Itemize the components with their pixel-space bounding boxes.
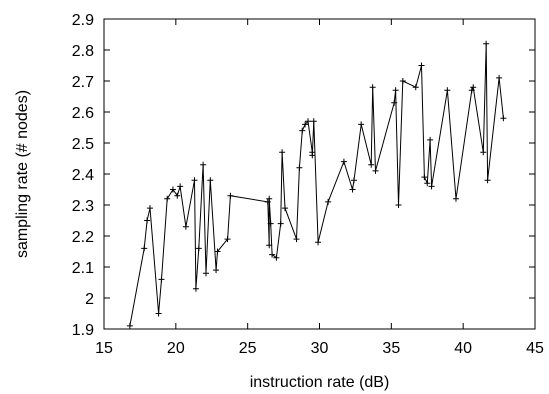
data-point-51: [412, 84, 419, 91]
data-point-59: [468, 87, 475, 94]
data-point-45: [369, 84, 376, 91]
data-point-0: [126, 322, 133, 329]
y-tick-label-6: 2.5: [72, 136, 94, 153]
data-point-17: [213, 267, 220, 274]
data-point-64: [496, 74, 503, 81]
data-point-3: [146, 205, 153, 212]
data-point-37: [310, 118, 317, 125]
data-point-23: [266, 195, 273, 202]
plot-frame: [103, 18, 536, 330]
y-tick-label-7: 2.6: [72, 105, 94, 122]
data-point-30: [293, 236, 300, 243]
markers: [126, 40, 507, 329]
data-point-16: [207, 177, 214, 184]
data-point-13: [195, 245, 202, 252]
data-point-41: [349, 186, 356, 193]
y-tick-label-1: 2: [85, 291, 94, 308]
data-point-44: [368, 161, 375, 168]
y-tick-label-9: 2.8: [72, 43, 94, 60]
data-point-19: [224, 236, 231, 243]
series-group: [126, 40, 507, 329]
data-point-11: [191, 177, 198, 184]
data-point-39: [325, 198, 332, 205]
y-tick-label-4: 2.3: [72, 198, 94, 215]
data-point-33: [302, 121, 309, 128]
y-tick-label-8: 2.7: [72, 74, 94, 91]
data-point-38: [315, 239, 322, 246]
data-point-36: [309, 152, 316, 159]
data-point-27: [277, 220, 284, 227]
data-point-46: [372, 167, 379, 174]
y-tick-label-10: 2.9: [72, 12, 94, 29]
data-point-47: [391, 99, 398, 106]
data-point-4: [155, 310, 162, 317]
data-point-25: [269, 251, 276, 258]
data-point-58: [452, 195, 459, 202]
data-point-6: [164, 195, 171, 202]
data-point-18: [214, 248, 221, 255]
data-point-29: [282, 205, 289, 212]
data-point-49: [395, 202, 402, 208]
data-point-60: [470, 84, 477, 91]
data-point-32: [299, 127, 306, 134]
data-point-7: [169, 186, 176, 193]
y-tick-label-2: 2.1: [72, 260, 94, 277]
data-point-57: [444, 87, 451, 94]
y-tick-label-5: 2.4: [72, 167, 94, 184]
x-tick-label-4: 35: [382, 340, 400, 357]
data-point-42: [350, 177, 357, 184]
data-point-10: [182, 223, 189, 230]
x-tick-label-6: 45: [526, 340, 544, 357]
data-point-62: [483, 40, 490, 47]
x-axis-label: instruction rate (dB): [250, 374, 390, 391]
data-point-50: [399, 78, 406, 84]
data-point-48: [392, 87, 399, 94]
data-point-22: [266, 242, 273, 249]
series-line: [129, 43, 504, 326]
y-tick-label-0: 1.9: [72, 322, 94, 339]
x-tick-label-5: 40: [454, 340, 472, 357]
data-point-14: [200, 161, 207, 168]
data-point-12: [192, 285, 199, 292]
data-point-65: [500, 115, 507, 122]
data-point-15: [203, 270, 210, 277]
data-point-52: [418, 62, 425, 69]
data-point-43: [358, 121, 365, 128]
data-point-54: [424, 180, 431, 187]
x-tick-label-0: 15: [95, 340, 113, 357]
ticks: 15 20 25 30 35 40 45 1.9 2 2.1 2.2 2.3 2.4 2.5 2.6 2.7 2…: [72, 12, 544, 357]
data-point-40: [340, 158, 347, 165]
data-point-26: [273, 254, 280, 261]
data-point-31: [296, 164, 303, 171]
data-point-1: [141, 245, 148, 252]
data-point-63: [484, 177, 491, 184]
data-point-61: [480, 149, 487, 156]
data-point-34: [305, 118, 312, 125]
data-point-2: [144, 217, 151, 224]
data-point-56: [428, 183, 435, 190]
data-point-55: [427, 136, 434, 143]
data-point-8: [174, 192, 181, 199]
data-point-21: [264, 198, 271, 205]
data-point-28: [279, 149, 286, 156]
x-tick-label-3: 30: [311, 340, 329, 357]
x-tick-label-2: 25: [239, 340, 257, 357]
x-tick-label-1: 20: [167, 340, 185, 357]
data-point-53: [421, 174, 428, 181]
data-point-24: [267, 220, 274, 227]
data-point-5: [158, 276, 165, 283]
y-tick-label-3: 2.2: [72, 229, 94, 246]
data-point-20: [227, 192, 234, 199]
data-point-9: [177, 183, 184, 190]
y-axis-label: sampling rate (# nodes): [14, 90, 31, 258]
